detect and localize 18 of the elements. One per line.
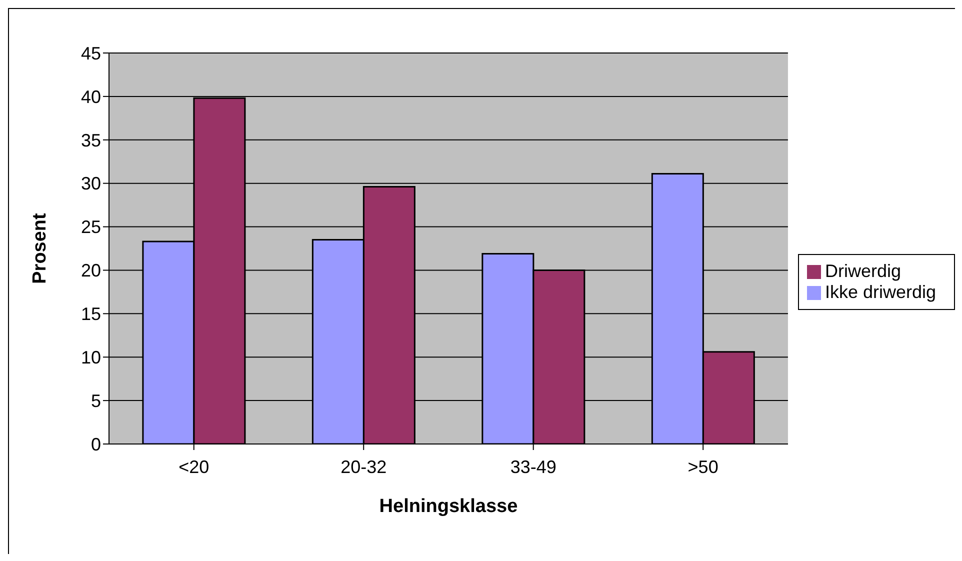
legend-label: Ikke driwerdig xyxy=(824,282,936,302)
y-tick-label: 20 xyxy=(80,260,101,281)
y-axis-title: Prosent xyxy=(30,212,51,284)
legend-label: Driwerdig xyxy=(824,260,901,280)
y-tick-label: 45 xyxy=(80,43,101,64)
y-tick-label: 0 xyxy=(90,434,101,454)
y-tick-label: 35 xyxy=(80,130,101,150)
x-tick-label: 33-49 xyxy=(510,456,556,477)
y-tick-label: 40 xyxy=(80,86,101,107)
x-axis-title: Helningsklasse xyxy=(379,496,518,517)
y-tick-label: 25 xyxy=(80,217,101,238)
y-tick-label: 5 xyxy=(90,390,101,411)
y-tick-label: 15 xyxy=(80,304,101,324)
x-tick-label: >50 xyxy=(688,456,718,477)
x-tick-label: 20-32 xyxy=(340,456,387,477)
y-tick-label: 10 xyxy=(80,348,101,368)
y-tick-label: 30 xyxy=(80,174,101,194)
x-tick-label: <20 xyxy=(178,456,210,477)
